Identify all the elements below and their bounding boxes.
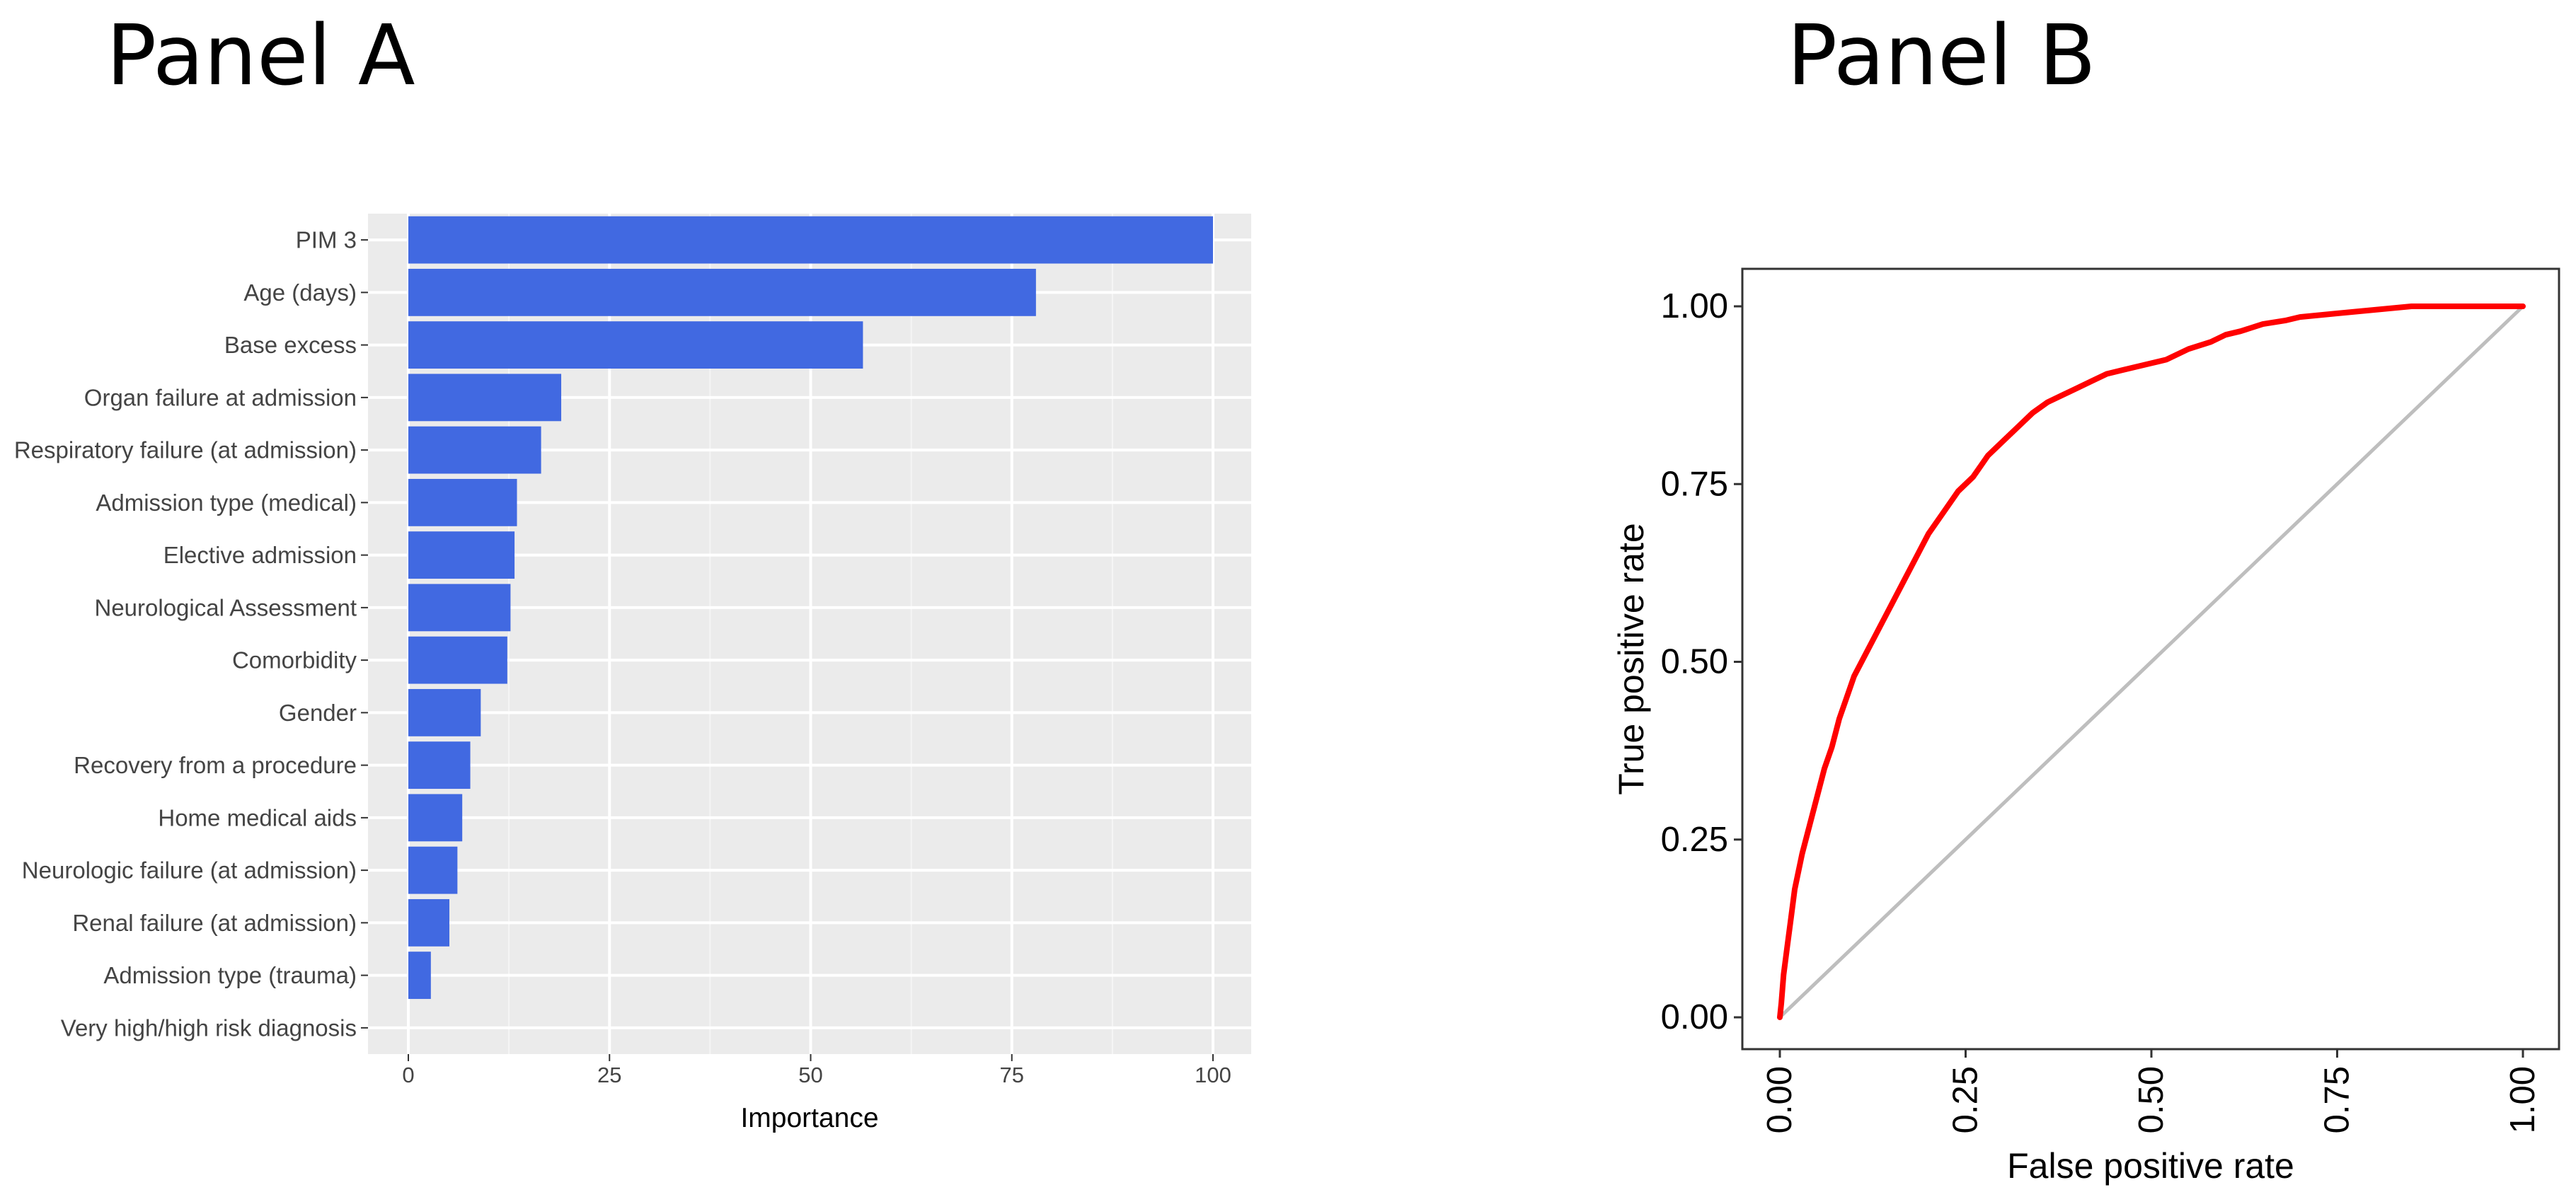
x-axis-title: Importance [740, 1103, 878, 1133]
category-label: Renal failure (at admission) [72, 910, 357, 936]
y-tick-label: 0.00 [1661, 998, 1728, 1036]
bar [408, 268, 1036, 316]
importance-bar-chart: PIM 3 Age (days) Base excess Organ failure … [14, 214, 1251, 1133]
bar [408, 688, 481, 736]
roc-curve-chart: 0.00 0.25 0.50 0.75 1.00 0.00 0.25 0.50 0.75 1.00… [1611, 267, 2560, 1186]
x-axis-title: False positive rate [2007, 1146, 2294, 1186]
x-tick-label: 0.50 [2132, 1066, 2170, 1133]
x-tick-label: 0 [402, 1063, 414, 1087]
category-label: Neurological Assessment [94, 594, 357, 620]
reference-diagonal-line [1778, 304, 2525, 1019]
bar [408, 374, 562, 422]
category-label: Organ failure at admission [84, 384, 357, 410]
x-tick-label: 25 [597, 1063, 621, 1087]
category-label: Respiratory failure (at admission) [14, 437, 357, 463]
y-tick-label: 0.75 [1661, 465, 1728, 503]
bar [408, 216, 1213, 264]
bar [408, 794, 463, 842]
y-tick-label: 0.25 [1661, 821, 1728, 859]
bar [408, 952, 431, 1000]
category-label: Recovery from a procedure [74, 752, 357, 778]
bar [408, 846, 458, 894]
bar [408, 531, 515, 579]
roc-curve-line [1777, 303, 2526, 1020]
x-tick-label: 0.00 [1761, 1066, 1799, 1133]
category-label: Age (days) [243, 279, 357, 306]
x-tick-label: 0.25 [1947, 1066, 1985, 1133]
category-label: Neurologic failure (at admission) [22, 857, 357, 884]
x-tick-label: 50 [798, 1063, 822, 1087]
x-tick-label: 0.75 [2318, 1066, 2357, 1133]
category-label: PIM 3 [296, 227, 357, 253]
panel-a-title: Panel A [106, 6, 415, 104]
bar [408, 321, 863, 369]
category-label: Elective admission [163, 542, 357, 568]
category-label: Admission type (medical) [96, 490, 357, 516]
category-label: Gender [279, 700, 357, 726]
panel-b-title: Panel B [1787, 6, 2096, 104]
category-label: Base excess [224, 332, 357, 358]
bar [408, 636, 507, 684]
bar [408, 584, 511, 632]
x-tick-label: 75 [1000, 1063, 1024, 1087]
category-label: Home medical aids [158, 804, 357, 831]
plot-panel-border [1741, 267, 2560, 1051]
x-tick-label: 1.00 [2504, 1066, 2542, 1133]
category-label: Comorbidity [232, 647, 357, 673]
x-tick-label: 100 [1195, 1063, 1231, 1087]
category-label: Admission type (trauma) [103, 962, 357, 988]
y-tick-label: 0.50 [1661, 643, 1728, 681]
bar [408, 426, 541, 474]
y-tick-label: 1.00 [1661, 287, 1728, 325]
bar [408, 741, 471, 790]
y-axis-title: True positive rate [1611, 523, 1651, 794]
category-label: Very high/high risk diagnosis [61, 1014, 357, 1041]
bar [408, 478, 517, 526]
bar [408, 898, 449, 947]
